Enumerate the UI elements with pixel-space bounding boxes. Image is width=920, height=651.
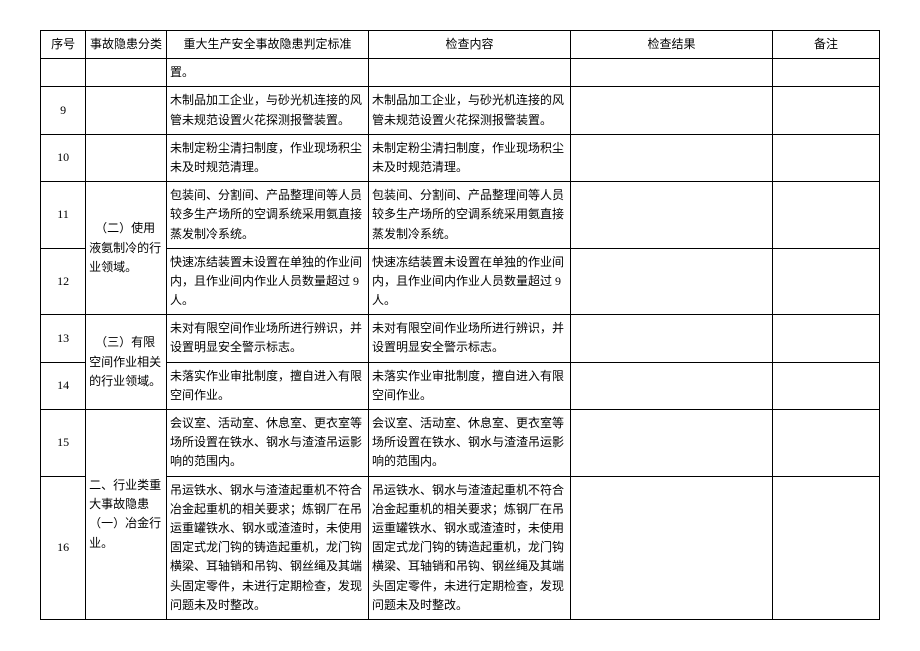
cell-seq: 16 <box>41 476 86 619</box>
cell-note <box>773 87 880 134</box>
table-row: 置。 <box>41 59 880 87</box>
table-row: 9 木制品加工企业，与砂光机连接的风管未规范设置火花探测报警装置。 木制品加工企… <box>41 87 880 134</box>
cell-standard: 吊运铁水、钢水与渣渣起重机不符合冶金起重机的相关要求；炼钢厂在吊运重罐铁水、钢水… <box>166 476 368 619</box>
cell-note <box>773 315 880 362</box>
table-row: 11 （二）使用液氨制冷的行业领域。 包装间、分割间、产品整理间等人员较多生产场… <box>41 182 880 249</box>
cell-check-result <box>570 59 772 87</box>
cell-standard: 未落实作业审批制度，擅自进入有限空间作业。 <box>166 362 368 409</box>
cell-note <box>773 410 880 477</box>
cell-category: （三）有限空间作业相关的行业领域。 <box>86 315 167 410</box>
cell-seq: 9 <box>41 87 86 134</box>
cell-category: 二、行业类重大事故隐患 （一）冶金行业。 <box>86 410 167 620</box>
cell-check-result <box>570 134 772 181</box>
cell-check-result <box>570 87 772 134</box>
cell-seq: 15 <box>41 410 86 477</box>
inspection-table: 序号 事故隐患分类 重大生产安全事故隐患判定标准 检查内容 检查结果 备注 置。… <box>40 30 880 620</box>
cell-seq: 13 <box>41 315 86 362</box>
cell-check-result <box>570 476 772 619</box>
header-note: 备注 <box>773 31 880 59</box>
cell-check-content: 会议室、活动室、休息室、更衣室等场所设置在铁水、钢水与渣渣吊运影响的范围内。 <box>368 410 570 477</box>
cell-seq: 14 <box>41 362 86 409</box>
cell-check-content: 包装间、分割间、产品整理间等人员较多生产场所的空调系统采用氨直接蒸发制冷系统。 <box>368 182 570 249</box>
cell-seq: 10 <box>41 134 86 181</box>
cell-check-content: 未落实作业审批制度，擅自进入有限空间作业。 <box>368 362 570 409</box>
cell-seq: 12 <box>41 248 86 315</box>
cell-check-result <box>570 182 772 249</box>
cell-check-content: 快速冻结装置未设置在单独的作业间内，且作业间内作业人员数量超过 9 人。 <box>368 248 570 315</box>
cell-category: （二）使用液氨制冷的行业领域。 <box>86 182 167 315</box>
table-row: 16 吊运铁水、钢水与渣渣起重机不符合冶金起重机的相关要求；炼钢厂在吊运重罐铁水… <box>41 476 880 619</box>
cell-check-result <box>570 410 772 477</box>
cell-note <box>773 134 880 181</box>
cell-standard: 未对有限空间作业场所进行辨识，并设置明显安全警示标志。 <box>166 315 368 362</box>
table-row: 12 快速冻结装置未设置在单独的作业间内，且作业间内作业人员数量超过 9 人。 … <box>41 248 880 315</box>
cell-note <box>773 248 880 315</box>
cell-standard: 木制品加工企业，与砂光机连接的风管未规范设置火花探测报警装置。 <box>166 87 368 134</box>
cell-check-content: 未制定粉尘清扫制度，作业现场积尘未及时规范清理。 <box>368 134 570 181</box>
cell-check-content: 木制品加工企业，与砂光机连接的风管未规范设置火花探测报警装置。 <box>368 87 570 134</box>
cell-check-content <box>368 59 570 87</box>
cell-note <box>773 476 880 619</box>
table-header-row: 序号 事故隐患分类 重大生产安全事故隐患判定标准 检查内容 检查结果 备注 <box>41 31 880 59</box>
cell-check-content: 未对有限空间作业场所进行辨识，并设置明显安全警示标志。 <box>368 315 570 362</box>
header-category: 事故隐患分类 <box>86 31 167 59</box>
table-row: 14 未落实作业审批制度，擅自进入有限空间作业。 未落实作业审批制度，擅自进入有… <box>41 362 880 409</box>
cell-seq: 11 <box>41 182 86 249</box>
cell-seq <box>41 59 86 87</box>
cell-standard: 会议室、活动室、休息室、更衣室等场所设置在铁水、钢水与渣渣吊运影响的范围内。 <box>166 410 368 477</box>
header-check-result: 检查结果 <box>570 31 772 59</box>
cell-category <box>86 134 167 181</box>
cell-note <box>773 182 880 249</box>
header-check-content: 检查内容 <box>368 31 570 59</box>
table-row: 13 （三）有限空间作业相关的行业领域。 未对有限空间作业场所进行辨识，并设置明… <box>41 315 880 362</box>
cell-standard: 包装间、分割间、产品整理间等人员较多生产场所的空调系统采用氨直接蒸发制冷系统。 <box>166 182 368 249</box>
cell-standard: 快速冻结装置未设置在单独的作业间内，且作业间内作业人员数量超过 9 人。 <box>166 248 368 315</box>
cell-check-content: 吊运铁水、钢水与渣渣起重机不符合冶金起重机的相关要求；炼钢厂在吊运重罐铁水、钢水… <box>368 476 570 619</box>
cell-check-result <box>570 248 772 315</box>
cell-note <box>773 362 880 409</box>
table-row: 15 二、行业类重大事故隐患 （一）冶金行业。 会议室、活动室、休息室、更衣室等… <box>41 410 880 477</box>
cell-note <box>773 59 880 87</box>
cell-category <box>86 59 167 87</box>
table-row: 10 未制定粉尘清扫制度，作业现场积尘未及时规范清理。 未制定粉尘清扫制度，作业… <box>41 134 880 181</box>
cell-standard: 未制定粉尘清扫制度，作业现场积尘未及时规范清理。 <box>166 134 368 181</box>
header-standard: 重大生产安全事故隐患判定标准 <box>166 31 368 59</box>
cell-check-result <box>570 315 772 362</box>
cell-check-result <box>570 362 772 409</box>
cell-standard: 置。 <box>166 59 368 87</box>
cell-category <box>86 87 167 134</box>
header-seq: 序号 <box>41 31 86 59</box>
